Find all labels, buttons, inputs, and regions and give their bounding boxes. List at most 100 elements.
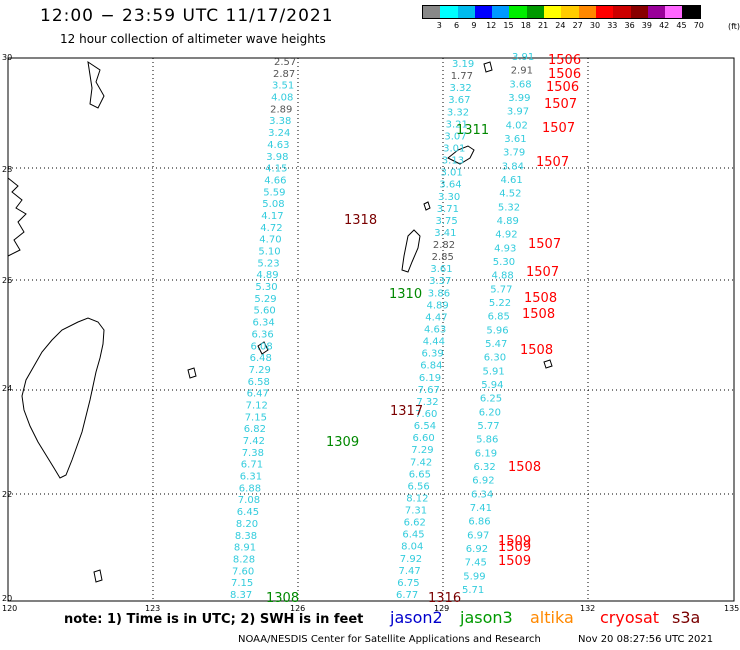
legend-tick-11: 36 <box>624 21 635 30</box>
sat-altika: altika <box>530 608 574 627</box>
legend-swatch-8 <box>561 6 579 18</box>
track-b-value-23: 4.44 <box>423 337 445 348</box>
track-b-value-4: 3.32 <box>447 107 469 118</box>
sat-s3a: s3a <box>672 608 701 627</box>
track-a-value-9: 4.15 <box>265 164 287 175</box>
legend-swatch-12 <box>630 6 648 18</box>
track-c-value-19: 6.85 <box>488 312 510 323</box>
track-a-value-4: 2.89 <box>270 104 292 115</box>
track-b-value-32: 7.29 <box>411 445 433 456</box>
pass-1506-label-c: 1506 <box>546 80 579 95</box>
pass-1508-label-d: 1508 <box>508 460 541 475</box>
track-b-value-18: 3.37 <box>429 276 451 287</box>
track-c-value-11: 5.32 <box>498 202 520 213</box>
track-c-value-37: 7.45 <box>465 558 487 569</box>
track-c-value-2: 3.68 <box>509 79 531 90</box>
pass-labels: 1318 1310 1311 1317 1309 1308 1316 1506 … <box>266 53 581 606</box>
track-a-value-40: 8.38 <box>235 531 257 542</box>
track-b-value-9: 3.01 <box>441 168 463 179</box>
legend-swatch-7 <box>544 6 562 18</box>
altimeter-tracks: 2.572.873.514.082.893.383.244.633.984.15… <box>230 52 534 601</box>
track-b-value-43: 6.75 <box>397 578 419 589</box>
track-c-value-10: 4.52 <box>499 189 521 200</box>
track-a-value-21: 5.60 <box>254 306 276 317</box>
pass-1507-label-e: 1507 <box>526 265 559 280</box>
track-b-value-11: 3.30 <box>438 192 460 203</box>
track-c-value-14: 4.93 <box>494 243 516 254</box>
track-b-value-14: 3.41 <box>434 228 456 239</box>
footer-timestamp: Nov 20 08:27:56 UTC 2021 <box>578 634 714 645</box>
lat-tick-30: 30 <box>2 53 12 62</box>
legend-tick-4: 15 <box>503 21 514 30</box>
track-c-value-29: 6.19 <box>475 448 497 459</box>
legend-tick-8: 27 <box>572 21 583 30</box>
legend-swatch-14 <box>665 6 683 18</box>
track-b-value-35: 6.56 <box>408 481 430 492</box>
lat-tick-28: 28 <box>2 165 12 174</box>
lon-tick-129: 129 <box>434 604 449 613</box>
legend-swatch-5 <box>509 6 527 18</box>
track-c-value-6: 3.61 <box>504 134 526 145</box>
track-a-value-20: 5.29 <box>254 294 276 305</box>
legend-tick-13: 42 <box>659 21 670 30</box>
legend-tick-0: 3 <box>436 21 442 30</box>
legend-tick-5: 18 <box>520 21 531 30</box>
pass-1308-label: 1308 <box>266 591 299 606</box>
track-b-value-25: 6.84 <box>420 361 442 372</box>
track-b-value-24: 6.39 <box>422 349 444 360</box>
sat-jason3: jason3 <box>460 608 513 627</box>
track-b-value-2: 3.32 <box>450 83 472 94</box>
track-c-value-5: 4.02 <box>506 120 528 131</box>
map-frame <box>7 57 735 602</box>
track-a-value-42: 8.28 <box>233 555 255 566</box>
track-a-value-6: 3.24 <box>268 128 290 139</box>
lon-tick-135: 135 <box>724 604 739 613</box>
track-a-value-16: 5.10 <box>258 247 280 258</box>
lon-tick-132: 132 <box>580 604 595 613</box>
track-c-value-23: 5.91 <box>483 366 505 377</box>
track-a-value-35: 6.31 <box>240 472 262 483</box>
legend-tick-15: 70 <box>693 21 704 30</box>
track-b-value-20: 4.89 <box>427 300 449 311</box>
track-a-value-23: 6.36 <box>252 329 274 340</box>
track-a-value-1: 2.87 <box>273 69 295 80</box>
legend-tick-1: 6 <box>454 21 460 30</box>
pass-1318-label: 1318 <box>344 213 377 228</box>
track-a-value-19: 5.30 <box>255 282 277 293</box>
track-b-value-3: 3.67 <box>448 95 470 106</box>
pass-1507-label-a: 1507 <box>544 97 577 112</box>
track-c-value-18: 5.22 <box>489 298 511 309</box>
legend-tick-7: 24 <box>555 21 566 30</box>
track-c-value-13: 4.92 <box>495 230 517 241</box>
track-a-value-41: 8.91 <box>234 543 256 554</box>
track-c-value-0: 3.91 <box>512 52 534 63</box>
track-c-value-20: 5.96 <box>486 325 508 336</box>
track-b-value-7: 3.01 <box>443 144 465 155</box>
legend-swatch-2 <box>457 6 475 18</box>
track-c-value-8: 3.84 <box>502 161 524 172</box>
track-b-value-38: 6.62 <box>404 518 426 529</box>
track-b-value-31: 6.60 <box>413 433 435 444</box>
legend-swatch-13 <box>647 6 666 18</box>
track-c-value-1: 2.91 <box>511 66 533 77</box>
track-a-value-0: 2.57 <box>274 57 296 68</box>
track-b-value-1: 1.77 <box>451 71 473 82</box>
track-c-value-16: 4.88 <box>492 271 514 282</box>
track-a-value-22: 6.34 <box>253 318 275 329</box>
lat-tick-26: 26 <box>2 276 12 285</box>
track-c-value-4: 3.97 <box>507 107 529 118</box>
track-b-value-40: 8.04 <box>401 542 423 553</box>
track-c-value-31: 6.92 <box>472 476 494 487</box>
track-b-value-42: 7.47 <box>399 566 421 577</box>
track-c-value-7: 3.79 <box>503 148 525 159</box>
track-c-value-22: 6.30 <box>484 353 506 364</box>
track-a-value-45: 8.37 <box>230 590 252 601</box>
track-a-value-36: 6.88 <box>239 483 261 494</box>
track-c-value-38: 5.99 <box>463 571 485 582</box>
track-c-value-33: 7.41 <box>470 503 492 514</box>
track-a-value-38: 6.45 <box>237 507 259 518</box>
legend-swatch-6 <box>526 6 545 18</box>
track-b-value-39: 6.45 <box>402 530 424 541</box>
china-coastline <box>7 177 27 257</box>
